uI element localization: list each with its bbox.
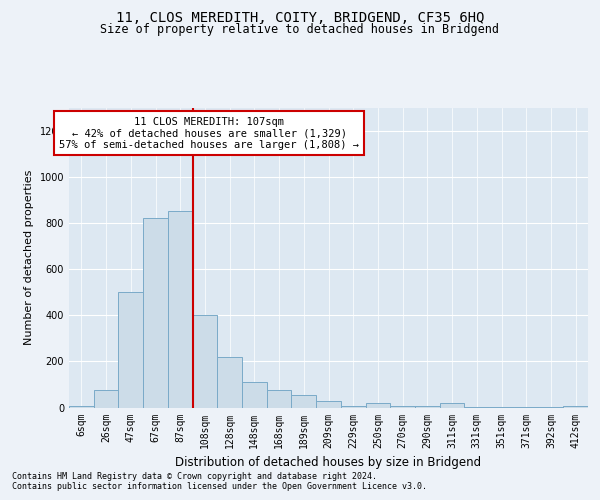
Bar xyxy=(292,395,316,407)
Text: Contains public sector information licensed under the Open Government Licence v3: Contains public sector information licen… xyxy=(12,482,427,491)
Text: 11, CLOS MEREDITH, COITY, BRIDGEND, CF35 6HQ: 11, CLOS MEREDITH, COITY, BRIDGEND, CF35… xyxy=(116,11,484,25)
Bar xyxy=(193,315,217,408)
Bar xyxy=(415,406,440,408)
Bar xyxy=(69,406,94,407)
Text: Size of property relative to detached houses in Bridgend: Size of property relative to detached ho… xyxy=(101,22,499,36)
Bar xyxy=(365,403,390,407)
Bar xyxy=(168,212,193,408)
Bar xyxy=(94,390,118,407)
Bar xyxy=(217,356,242,408)
Bar xyxy=(464,407,489,408)
Y-axis label: Number of detached properties: Number of detached properties xyxy=(24,170,34,345)
Bar xyxy=(242,382,267,407)
Bar xyxy=(563,406,588,407)
Bar xyxy=(390,406,415,408)
Bar xyxy=(143,218,168,408)
Bar xyxy=(489,407,514,408)
Bar xyxy=(341,406,365,408)
Text: 11 CLOS MEREDITH: 107sqm
← 42% of detached houses are smaller (1,329)
57% of sem: 11 CLOS MEREDITH: 107sqm ← 42% of detach… xyxy=(59,116,359,150)
Bar xyxy=(118,292,143,408)
Text: Contains HM Land Registry data © Crown copyright and database right 2024.: Contains HM Land Registry data © Crown c… xyxy=(12,472,377,481)
Bar xyxy=(440,404,464,407)
Bar xyxy=(267,390,292,407)
Bar xyxy=(316,400,341,407)
X-axis label: Distribution of detached houses by size in Bridgend: Distribution of detached houses by size … xyxy=(175,456,482,469)
